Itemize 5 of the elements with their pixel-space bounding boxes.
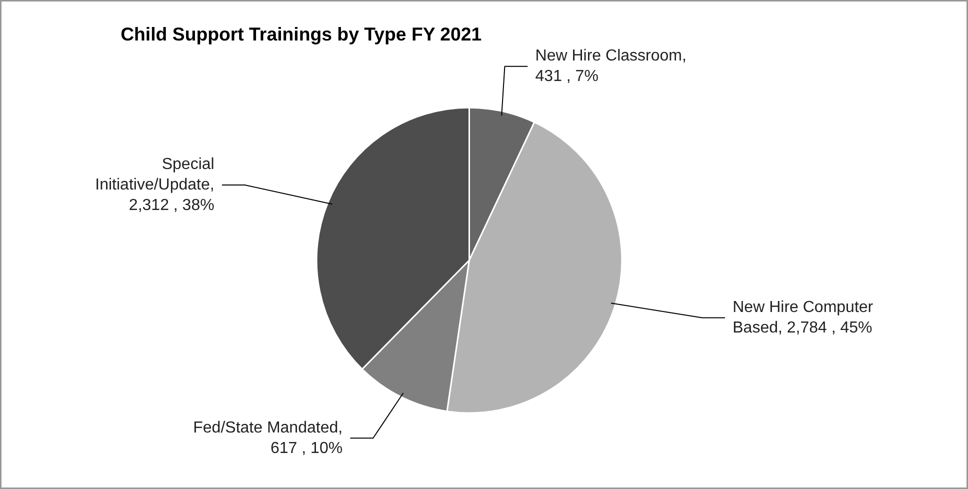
chart-title: Child Support Trainings by Type FY 2021 (120, 24, 482, 45)
slice-label: Special Initiative/Update, 2,312 , 38% (95, 156, 214, 214)
slice-label: New Hire Computer Based, 2,784 , 45% (732, 299, 874, 336)
slice-label: New Hire Classroom, 431 , 7% (535, 48, 686, 86)
slice-label: Fed/State Mandated, 617 , 10% (193, 419, 343, 457)
